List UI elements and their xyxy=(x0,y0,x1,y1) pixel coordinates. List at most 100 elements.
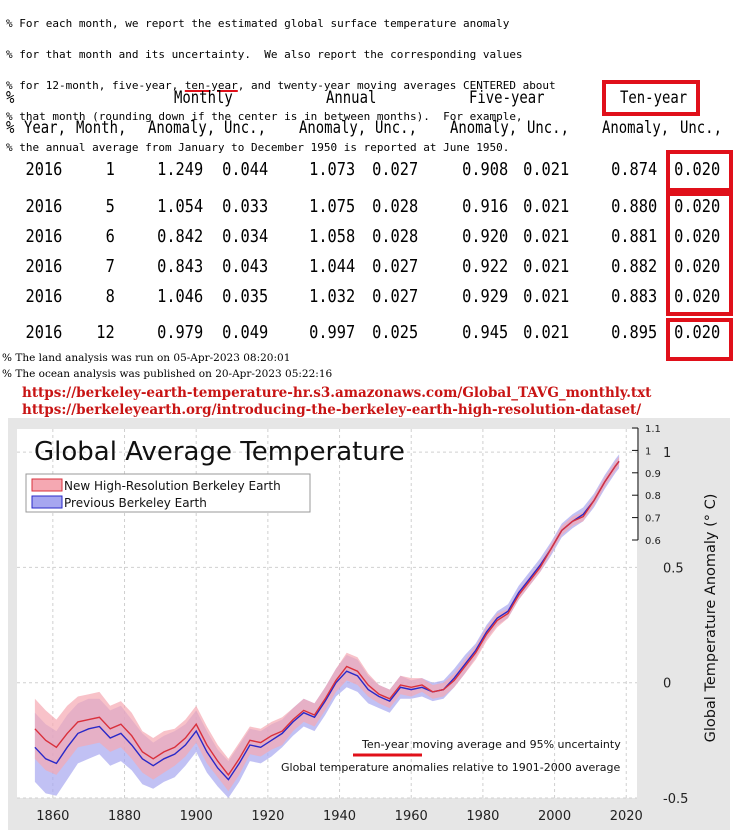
cell-monthly-unc: 0.049 xyxy=(221,322,268,343)
unc-highlight-middle xyxy=(666,192,733,316)
cell-monthly-anomaly: 0.842 xyxy=(156,226,203,247)
x-tick-label: 2000 xyxy=(538,809,571,824)
comment-line-3: % for 12-month, five-year, ten-year, and… xyxy=(6,78,556,94)
y-tick-label: 0.5 xyxy=(663,561,684,576)
col-header-five-year-unc: Unc., xyxy=(527,118,569,138)
group-header-monthly: Monthly xyxy=(174,88,233,108)
note-land-analysis: % The land analysis was run on 05-Apr-20… xyxy=(2,352,291,364)
cell-ten-year-anomaly: 0.882 xyxy=(610,256,657,277)
y-axis-ticks: -0.5 0 0.5 1 xyxy=(663,446,688,807)
inset-tick-label: 0.8 xyxy=(645,491,661,502)
cell-annual-anomaly: 1.073 xyxy=(308,159,355,180)
x-tick-label: 1880 xyxy=(108,809,141,824)
y-axis-label: Global Temperature Anomaly (° C) xyxy=(703,494,719,743)
cell-monthly-unc: 0.044 xyxy=(221,159,268,180)
inset-tick-label: 0.6 xyxy=(645,536,661,547)
series-lines xyxy=(34,460,620,781)
inset-tick-label: 0.7 xyxy=(645,514,661,525)
cell-year: 2016 xyxy=(25,226,62,247)
cell-monthly-unc: 0.033 xyxy=(221,196,268,217)
comment-line-4: % that month (rounding down if the cente… xyxy=(6,109,523,123)
cell-annual-anomaly: 1.058 xyxy=(308,226,355,247)
annotation-ten-year: Ten-year moving average and 95% uncertai… xyxy=(361,738,621,751)
comment-line-1: % For each month, we report the estimate… xyxy=(6,16,510,30)
cell-annual-unc: 0.025 xyxy=(371,322,418,343)
x-tick-label: 2020 xyxy=(610,809,643,824)
cell-monthly-unc: 0.035 xyxy=(221,286,268,307)
group-header-ten-year: Ten-year xyxy=(620,88,688,108)
inset-tick-label: 1 xyxy=(645,446,651,457)
cell-monthly-anomaly: 0.843 xyxy=(156,256,203,277)
cell-month: 5 xyxy=(105,196,115,217)
y-tick-label: 0 xyxy=(663,677,671,692)
comment-line-2: % for that month and its uncertainty. We… xyxy=(6,47,523,61)
x-tick-label: 1860 xyxy=(36,809,69,824)
cell-five-year-unc: 0.021 xyxy=(522,159,569,180)
cell-month: 8 xyxy=(105,286,115,307)
cell-five-year-anomaly: 0.916 xyxy=(461,196,508,217)
cell-year: 2016 xyxy=(25,286,62,307)
cell-annual-anomaly: 0.997 xyxy=(308,322,355,343)
cell-annual-unc: 0.027 xyxy=(371,256,418,277)
unc-highlight-bottom xyxy=(666,318,733,361)
cell-monthly-unc: 0.043 xyxy=(221,256,268,277)
cell-month: 7 xyxy=(105,256,115,277)
col-header-monthly-anomaly: Anomaly, xyxy=(148,118,216,138)
cell-five-year-anomaly: 0.922 xyxy=(461,256,508,277)
cell-ten-year-anomaly: 0.883 xyxy=(610,286,657,307)
cell-ten-year-unc: 0.020 xyxy=(673,322,720,343)
temperature-chart: Global Average Temperature New High-Reso… xyxy=(8,418,730,830)
chart-title: Global Average Temperature xyxy=(34,437,405,467)
cell-monthly-anomaly: 0.979 xyxy=(156,322,203,343)
cell-annual-anomaly: 1.075 xyxy=(308,196,355,217)
x-tick-label: 1980 xyxy=(466,809,499,824)
x-tick-label: 1920 xyxy=(251,809,284,824)
ten-year-header-highlight xyxy=(602,80,700,116)
inset-tick-label: 0.9 xyxy=(645,469,661,480)
line-new-high-resolution xyxy=(34,460,620,777)
cell-ten-year-anomaly: 0.880 xyxy=(610,196,657,217)
x-axis-ticks: 1860 1880 1900 1920 1940 1960 1980 2000 2020 xyxy=(36,809,643,824)
cell-ten-year-unc: 0.020 xyxy=(673,226,720,247)
comment-line-3-pre: % for 12-month, five-year, xyxy=(6,78,185,92)
cell-month: 6 xyxy=(105,226,115,247)
cell-ten-year-unc: 0.020 xyxy=(673,159,720,180)
link-high-res-dataset[interactable]: https://berkeleyearth.org/introducing-th… xyxy=(22,402,642,418)
line-previous xyxy=(34,460,620,781)
unc-highlight-top xyxy=(666,150,733,192)
link-monthly-data[interactable]: https://berkeley-earth-temperature-hr.s3… xyxy=(22,385,652,401)
legend-box xyxy=(25,473,311,513)
cell-year: 2016 xyxy=(25,256,62,277)
x-tick-label: 1940 xyxy=(323,809,356,824)
cell-ten-year-unc: 0.020 xyxy=(673,196,720,217)
y-tick-label: 1 xyxy=(663,446,671,461)
cell-ten-year-anomaly: 0.895 xyxy=(610,322,657,343)
group-header-annual: Annual xyxy=(326,88,377,108)
ten-year-underlined: ten-year xyxy=(184,78,238,92)
x-tick-label: 1960 xyxy=(395,809,428,824)
cell-five-year-anomaly: 0.920 xyxy=(461,226,508,247)
cell-annual-anomaly: 1.032 xyxy=(308,286,355,307)
note-ocean-analysis: % The ocean analysis was published on 20… xyxy=(2,368,333,380)
cell-ten-year-anomaly: 0.881 xyxy=(610,226,657,247)
legend-swatch-previous xyxy=(31,495,63,509)
cell-year: 2016 xyxy=(25,196,62,217)
inset-tick-label: 1.1 xyxy=(645,424,661,435)
col-header-percent: % xyxy=(6,118,15,138)
group-header-percent: % xyxy=(6,88,15,108)
cell-five-year-anomaly: 0.945 xyxy=(461,322,508,343)
comment-line-5: % the annual average from January to Dec… xyxy=(6,140,510,154)
cell-month: 12 xyxy=(96,322,115,343)
cell-five-year-unc: 0.021 xyxy=(522,256,569,277)
x-tick-label: 1900 xyxy=(180,809,213,824)
legend: New High-Resolution Berkeley Earth Previ… xyxy=(25,473,311,513)
cell-five-year-unc: 0.021 xyxy=(522,226,569,247)
cell-five-year-anomaly: 0.908 xyxy=(461,159,508,180)
cell-monthly-anomaly: 1.046 xyxy=(156,286,203,307)
cell-monthly-anomaly: 1.054 xyxy=(156,196,203,217)
cell-monthly-unc: 0.034 xyxy=(221,226,268,247)
cell-ten-year-unc: 0.020 xyxy=(673,256,720,277)
legend-swatch-new xyxy=(31,478,63,492)
col-header-ten-year-anomaly: Anomaly, xyxy=(602,118,670,138)
col-header-annual-unc: Unc., xyxy=(375,118,417,138)
